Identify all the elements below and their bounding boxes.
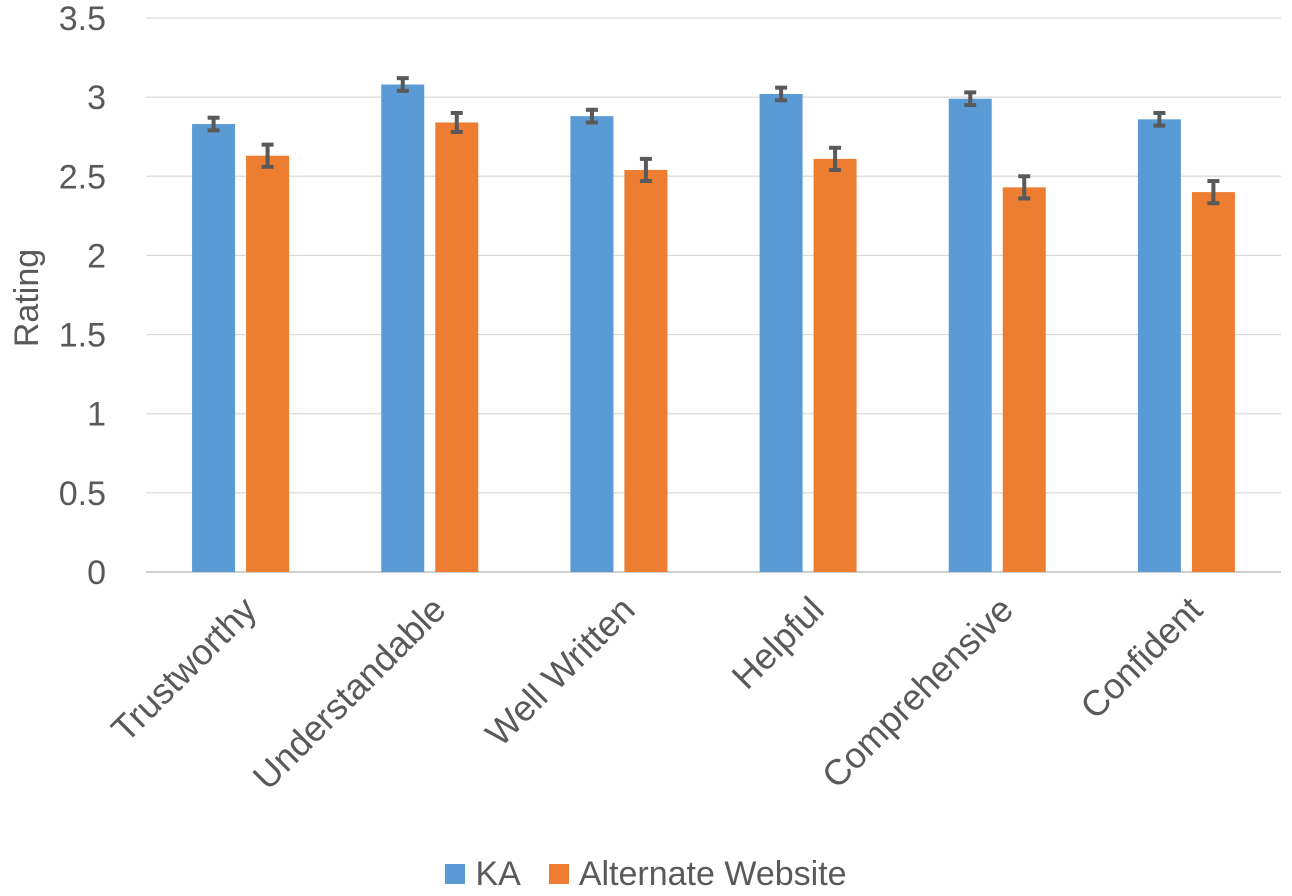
y-tick-label: 0	[87, 554, 106, 592]
legend-item-ka: KA	[445, 854, 521, 894]
error-bars	[207, 76, 1220, 206]
legend-swatch-alternate-website	[548, 864, 569, 884]
bar-ka	[570, 116, 614, 572]
bar-ka	[381, 84, 425, 572]
y-tick-label: 2	[87, 237, 106, 275]
legend-label-ka: KA	[475, 854, 521, 893]
x-tick-label: Helpful	[724, 589, 832, 697]
gridlines	[146, 17, 1281, 573]
legend: KA Alternate Website	[0, 852, 1292, 896]
bar-alternate-website	[813, 158, 857, 573]
bar-ka	[948, 98, 992, 573]
y-tick-label: 3	[87, 79, 106, 117]
x-tick-label: Well Written	[477, 589, 642, 754]
y-axis-label: Rating	[8, 249, 46, 347]
legend-item-alternate-website: Alternate Website	[548, 854, 847, 894]
bar-alternate-website	[435, 122, 479, 573]
y-tick-label: 1	[87, 396, 106, 434]
bar-ka	[759, 93, 803, 572]
y-tick-label: 0.5	[59, 475, 106, 513]
bar-alternate-website	[1002, 187, 1046, 572]
bar-ka	[192, 124, 236, 573]
bar-alternate-website	[1191, 192, 1235, 572]
y-tick-label: 1.5	[59, 317, 106, 355]
legend-label-alternate-website: Alternate Website	[578, 854, 847, 893]
x-tick-label: Confident	[1072, 589, 1210, 727]
x-tick-label: Trustworthy	[103, 589, 264, 750]
x-tick-label: Comprehensive	[814, 589, 1021, 796]
bar-chart: 0 0.5 1 1.5 2 2.5 3 3.5 Rating TrustworthyUnder…	[8, 0, 1281, 798]
x-tick-label: Understandable	[245, 589, 454, 798]
bar-alternate-website	[246, 155, 290, 573]
legend-swatch-ka	[445, 864, 466, 884]
bar-ka	[1137, 119, 1181, 572]
y-tick-label: 3.5	[59, 0, 106, 38]
y-tick-label: 2.5	[59, 158, 106, 196]
bar-alternate-website	[624, 169, 668, 572]
y-axis-tick-labels: 0 0.5 1 1.5 2 2.5 3 3.5	[59, 0, 106, 592]
bars	[192, 84, 1235, 573]
